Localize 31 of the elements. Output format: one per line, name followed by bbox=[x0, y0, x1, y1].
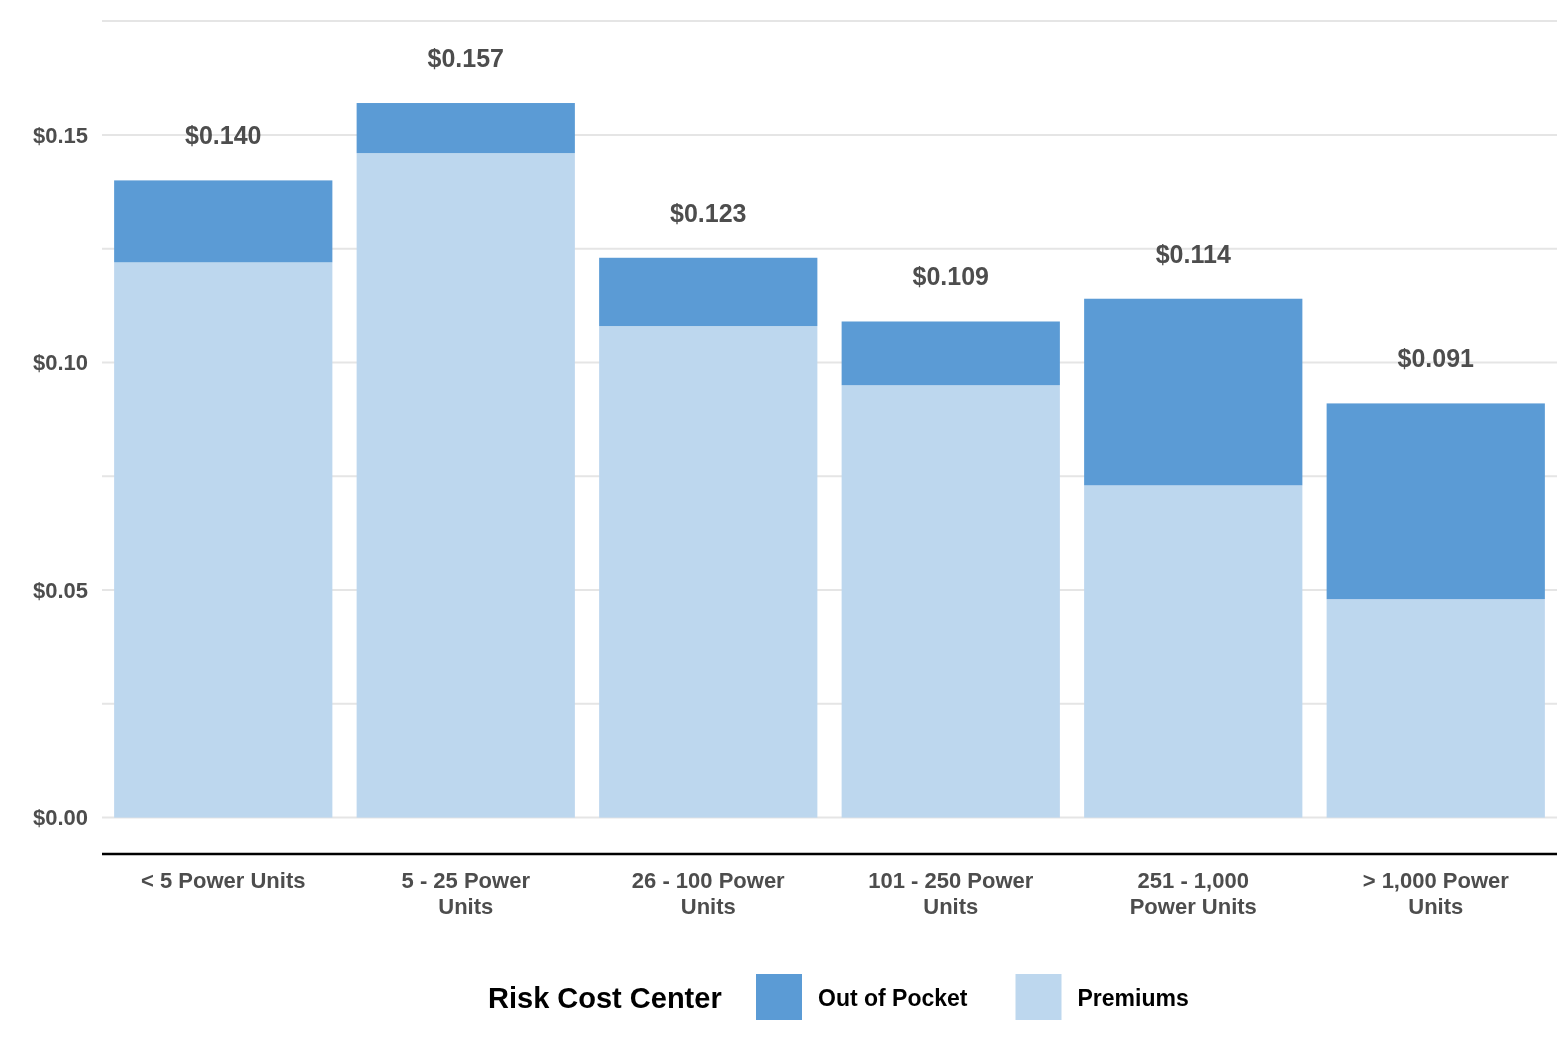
bar bbox=[1084, 485, 1303, 818]
total-label: $0.140 bbox=[185, 121, 262, 150]
y-tick-label: $0.05 bbox=[32, 577, 88, 603]
total-label: $0.109 bbox=[912, 262, 989, 291]
x-tick-label: 26 - 100 Power Units bbox=[631, 868, 786, 919]
legend-label: Premiums bbox=[1077, 985, 1189, 1011]
y-tick-label: $0.15 bbox=[32, 122, 88, 148]
y-tick-label: $0.10 bbox=[32, 350, 88, 376]
bar bbox=[1326, 403, 1545, 600]
bar bbox=[356, 153, 575, 818]
bar bbox=[1084, 298, 1303, 486]
legend-label: Out of Pocket bbox=[818, 985, 968, 1011]
bar bbox=[599, 326, 818, 818]
total-label: $0.157 bbox=[427, 44, 504, 73]
x-tick-label: > 1,000 Power Units bbox=[1362, 868, 1510, 919]
bar bbox=[841, 385, 1060, 818]
bar bbox=[356, 103, 575, 154]
bar bbox=[599, 257, 818, 327]
bar bbox=[114, 180, 333, 263]
bar bbox=[114, 262, 333, 818]
total-label: $0.114 bbox=[1155, 239, 1231, 268]
x-tick-label: 101 - 250 Power Units bbox=[868, 868, 1034, 919]
x-tick-label: < 5 Power Units bbox=[141, 868, 306, 893]
legend-title: Risk Cost Center bbox=[488, 982, 722, 1014]
bar bbox=[1326, 599, 1545, 818]
y-tick-label: $0.00 bbox=[32, 805, 88, 831]
total-label: $0.123 bbox=[670, 198, 747, 227]
x-tick-label: 251 - 1,000 Power Units bbox=[1129, 868, 1257, 919]
total-label: $0.091 bbox=[1397, 344, 1475, 373]
x-tick-label: 5 - 25 Power Units bbox=[401, 868, 531, 919]
bar bbox=[841, 321, 1060, 386]
